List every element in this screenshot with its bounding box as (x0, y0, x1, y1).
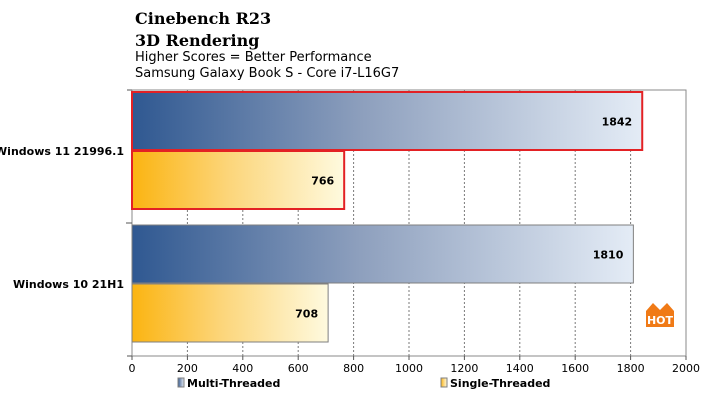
chart-title: Cinebench R23 (135, 9, 272, 28)
data-label-multi-0: 1842 (602, 116, 633, 129)
x-tick-label: 200 (177, 362, 198, 375)
bar-multi-1 (131, 224, 634, 284)
x-tick-label: 400 (232, 362, 253, 375)
x-tick-label: 1600 (561, 362, 589, 375)
category-label-0: Windows 11 21996.1 (0, 145, 124, 158)
chart-subtitle: 3D Rendering (135, 31, 260, 50)
bar-multi-0 (131, 91, 644, 151)
x-tick-label: 1200 (450, 362, 478, 375)
x-tick-label: 2000 (672, 362, 700, 375)
legend-swatch-0 (177, 377, 185, 388)
chart-note-scores: Higher Scores = Better Performance (135, 50, 372, 65)
x-tick-label: 1800 (617, 362, 645, 375)
data-label-single-1: 708 (295, 308, 318, 321)
data-label-single-0: 766 (311, 175, 334, 188)
bar-single-0 (131, 150, 346, 210)
bar-single-1 (131, 283, 329, 343)
x-tick-label: 1400 (506, 362, 534, 375)
data-label-multi-1: 1810 (593, 249, 624, 262)
chart-note-device: Samsung Galaxy Book S - Core i7-L16G7 (135, 66, 400, 81)
x-tick-label: 1000 (395, 362, 423, 375)
svg-text:HOT: HOT (647, 314, 674, 327)
x-tick-label: 600 (288, 362, 309, 375)
category-label-1: Windows 10 21H1 (13, 278, 124, 291)
hot-logo-icon: HOT (640, 301, 680, 331)
legend-label-1: Single-Threaded (450, 377, 550, 390)
x-tick-label: 800 (343, 362, 364, 375)
legend-label-0: Multi-Threaded (187, 377, 280, 390)
x-tick-label: 0 (129, 362, 136, 375)
legend-swatch-1 (440, 377, 448, 388)
